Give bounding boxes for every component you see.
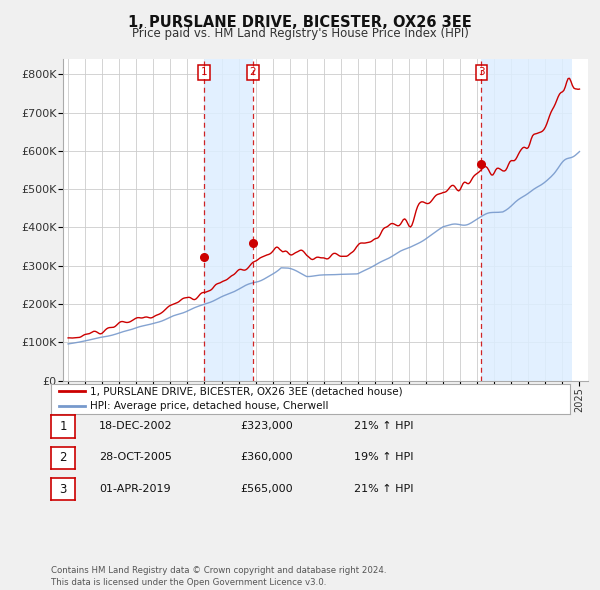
Bar [481,59,588,381]
Text: 01-APR-2019: 01-APR-2019 [99,484,170,493]
Text: 3: 3 [59,483,67,496]
Text: £323,000: £323,000 [240,421,293,431]
Text: 1: 1 [59,420,67,433]
Text: 21% ↑ HPI: 21% ↑ HPI [354,484,413,493]
Text: 28-OCT-2005: 28-OCT-2005 [99,453,172,462]
Bar [572,59,588,381]
Text: Contains HM Land Registry data © Crown copyright and database right 2024.
This d: Contains HM Land Registry data © Crown c… [51,566,386,587]
Text: Price paid vs. HM Land Registry's House Price Index (HPI): Price paid vs. HM Land Registry's House … [131,27,469,40]
Text: 3: 3 [478,67,485,77]
Text: 18-DEC-2002: 18-DEC-2002 [99,421,173,431]
Text: HPI: Average price, detached house, Cherwell: HPI: Average price, detached house, Cher… [90,401,328,411]
Text: 1: 1 [200,67,207,77]
Text: £565,000: £565,000 [240,484,293,493]
Text: 1, PURSLANE DRIVE, BICESTER, OX26 3EE (detached house): 1, PURSLANE DRIVE, BICESTER, OX26 3EE (d… [90,386,403,396]
Bar [204,59,253,381]
Text: 19% ↑ HPI: 19% ↑ HPI [354,453,413,462]
Text: 2: 2 [59,451,67,464]
Text: £360,000: £360,000 [240,453,293,462]
Text: 21% ↑ HPI: 21% ↑ HPI [354,421,413,431]
Text: 2: 2 [250,67,256,77]
Text: 1, PURSLANE DRIVE, BICESTER, OX26 3EE: 1, PURSLANE DRIVE, BICESTER, OX26 3EE [128,15,472,30]
